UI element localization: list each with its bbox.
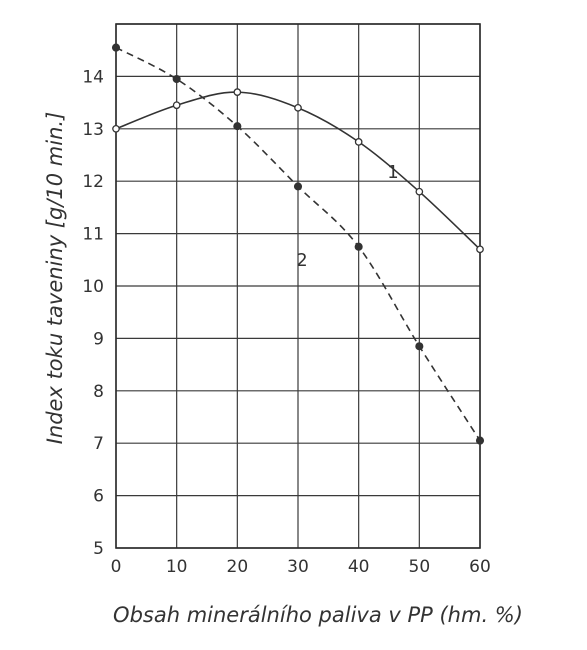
series-1-point xyxy=(233,88,242,96)
series-label-2: 2 xyxy=(296,250,307,271)
series-2-point xyxy=(111,43,121,52)
y-tick-labels: 5 6 7 8 9 10 11 12 13 14 xyxy=(82,67,104,559)
x-tick-label: 40 xyxy=(348,557,370,577)
x-tick-labels: 0 10 20 30 40 50 60 xyxy=(111,557,491,577)
series-group xyxy=(111,43,485,445)
y-tick-label: 10 xyxy=(82,277,104,297)
series-2-point xyxy=(172,74,181,84)
x-tick-label: 60 xyxy=(469,557,491,577)
x-tick-label: 50 xyxy=(409,557,431,577)
y-axis-label: Index toku taveniny [g/10 min.] xyxy=(43,112,67,445)
y-tick-label: 14 xyxy=(82,67,104,87)
y-tick-label: 8 xyxy=(93,382,104,402)
series-1-point xyxy=(354,138,363,146)
x-tick-label: 10 xyxy=(166,557,188,577)
plot-frame xyxy=(115,23,481,549)
grid xyxy=(115,23,481,549)
series-2-point xyxy=(475,436,485,445)
y-tick-label: 6 xyxy=(93,487,104,507)
y-tick-label: 11 xyxy=(82,225,104,245)
x-axis-label: Obsah minerálního paliva v PP (hm. %) xyxy=(113,603,523,627)
series-1-point xyxy=(415,187,424,196)
series-1-point xyxy=(476,245,484,254)
y-tick-label: 7 xyxy=(93,434,104,454)
y-tick-label: 9 xyxy=(93,329,104,349)
series-2-point xyxy=(415,342,424,351)
series-label-1: 1 xyxy=(387,162,398,183)
plot-border xyxy=(115,23,481,549)
series-1-point xyxy=(294,103,302,112)
y-tick-label: 5 xyxy=(93,539,104,559)
y-tick-label: 13 xyxy=(82,120,104,140)
series-1-point xyxy=(112,124,120,133)
series-2-point xyxy=(233,122,242,131)
series-2-point xyxy=(354,242,363,251)
series-labels: 12 xyxy=(296,162,398,271)
y-tick-label: 12 xyxy=(82,172,104,192)
x-tick-label: 0 xyxy=(111,557,122,577)
x-tick-label: 30 xyxy=(287,557,309,577)
series-1-point xyxy=(172,101,181,110)
x-tick-label: 20 xyxy=(227,557,249,577)
series-2-point xyxy=(293,182,303,191)
